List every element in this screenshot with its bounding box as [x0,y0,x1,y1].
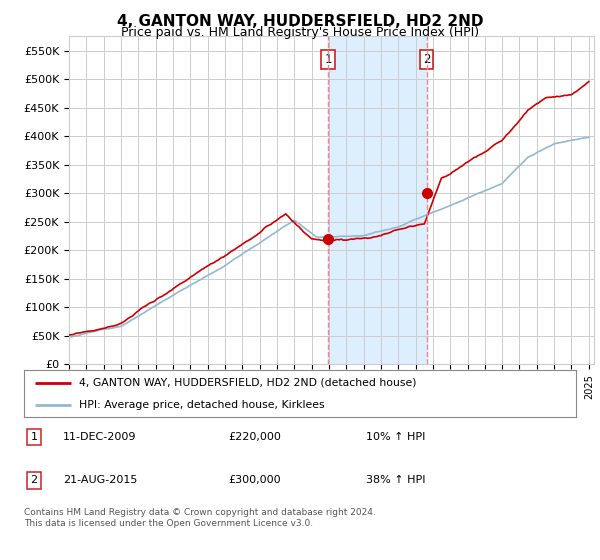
Text: £300,000: £300,000 [228,475,281,486]
Text: 4, GANTON WAY, HUDDERSFIELD, HD2 2ND: 4, GANTON WAY, HUDDERSFIELD, HD2 2ND [117,14,483,29]
Text: 10% ↑ HPI: 10% ↑ HPI [366,432,425,442]
Text: 4, GANTON WAY, HUDDERSFIELD, HD2 2ND (detached house): 4, GANTON WAY, HUDDERSFIELD, HD2 2ND (de… [79,378,416,388]
Text: 38% ↑ HPI: 38% ↑ HPI [366,475,426,486]
Text: 11-DEC-2009: 11-DEC-2009 [62,432,136,442]
Text: £220,000: £220,000 [228,432,281,442]
Text: Price paid vs. HM Land Registry's House Price Index (HPI): Price paid vs. HM Land Registry's House … [121,26,479,39]
Text: 1: 1 [324,53,332,66]
Text: HPI: Average price, detached house, Kirklees: HPI: Average price, detached house, Kirk… [79,400,325,410]
Text: 2: 2 [423,53,430,66]
Text: 21-AUG-2015: 21-AUG-2015 [62,475,137,486]
Text: 1: 1 [31,432,37,442]
Text: 2: 2 [31,475,37,486]
Text: Contains HM Land Registry data © Crown copyright and database right 2024.
This d: Contains HM Land Registry data © Crown c… [24,508,376,528]
Bar [328,36,427,364]
